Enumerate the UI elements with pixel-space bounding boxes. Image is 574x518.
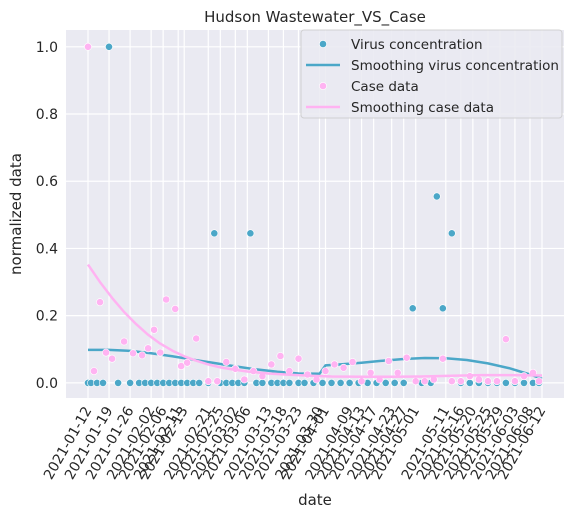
data-point xyxy=(501,335,510,344)
legend-label: Virus concentration xyxy=(351,37,483,53)
data-point xyxy=(150,325,158,334)
data-point xyxy=(294,354,303,363)
legend-label: Case data xyxy=(351,79,419,95)
data-point xyxy=(108,354,116,363)
data-point xyxy=(144,344,152,353)
legend-dot-marker xyxy=(319,40,327,48)
data-point xyxy=(120,337,128,346)
data-point xyxy=(258,378,267,387)
data-point xyxy=(300,378,309,387)
data-point xyxy=(99,378,107,387)
data-point xyxy=(465,378,474,387)
data-point xyxy=(345,378,354,387)
data-point xyxy=(535,377,543,386)
data-point xyxy=(408,304,417,313)
y-tick-label: 0.0 xyxy=(36,376,58,392)
data-point xyxy=(393,368,402,377)
y-tick-labels: 0.0 0.2 0.4 0.6 0.8 1.0 xyxy=(36,40,58,392)
data-point xyxy=(438,304,447,313)
data-point xyxy=(90,367,98,375)
data-point xyxy=(357,377,366,386)
data-point xyxy=(210,229,219,238)
data-point xyxy=(456,377,465,386)
data-point xyxy=(114,378,122,387)
data-point xyxy=(267,360,276,369)
data-point xyxy=(276,352,285,360)
legend-item: Case data xyxy=(319,79,419,95)
data-point xyxy=(384,357,393,365)
data-point xyxy=(483,377,492,386)
data-point xyxy=(411,377,420,386)
data-point xyxy=(336,378,345,387)
series-case-data xyxy=(84,42,543,386)
y-tick-label: 0.4 xyxy=(36,241,58,257)
data-point xyxy=(222,358,231,366)
data-point xyxy=(432,192,441,201)
chart-title: Hudson Wastewater_VS_Case xyxy=(204,8,426,27)
legend-item: Smoothing virus concentration xyxy=(306,58,559,74)
x-tick-labels: 2021-01-122021-01-192021-01-262021-02-02… xyxy=(41,404,550,483)
data-point xyxy=(192,334,201,343)
data-point xyxy=(213,377,222,386)
y-axis-label: normalized data xyxy=(7,153,25,275)
data-point xyxy=(492,377,501,386)
data-point xyxy=(102,348,110,357)
data-point xyxy=(402,353,411,362)
data-point xyxy=(390,378,399,387)
legend-box xyxy=(300,29,563,119)
data-point xyxy=(195,378,204,387)
data-point xyxy=(246,229,255,238)
data-point xyxy=(156,348,165,357)
data-point xyxy=(84,42,92,51)
data-point xyxy=(240,375,249,384)
data-point xyxy=(204,377,213,386)
y-tick-label: 0.6 xyxy=(36,174,58,190)
data-point xyxy=(105,42,113,51)
legend-item: Smoothing case data xyxy=(306,100,494,116)
data-point xyxy=(318,378,327,387)
y-tick-label: 0.2 xyxy=(36,309,58,325)
data-point xyxy=(438,354,447,363)
data-point xyxy=(177,362,186,370)
data-point xyxy=(348,358,357,366)
data-point xyxy=(366,368,375,377)
data-point xyxy=(447,377,456,386)
data-point xyxy=(183,358,192,367)
series-layer xyxy=(84,42,543,387)
data-point xyxy=(321,367,330,375)
data-point xyxy=(129,349,137,358)
series-line xyxy=(86,263,543,379)
legend-label: Smoothing virus concentration xyxy=(351,58,559,74)
data-point xyxy=(520,378,528,387)
x-gridlines xyxy=(87,30,543,398)
data-point xyxy=(162,295,171,304)
data-point xyxy=(339,363,348,372)
data-point xyxy=(96,298,104,307)
data-point xyxy=(138,351,146,360)
x-axis-label: date xyxy=(298,491,332,509)
data-point xyxy=(501,378,510,387)
series-smoothing-case-data xyxy=(86,263,543,379)
data-point xyxy=(399,378,408,387)
data-point xyxy=(171,304,180,313)
legend-item: Virus concentration xyxy=(319,37,483,53)
data-point xyxy=(420,377,429,386)
data-point xyxy=(511,377,519,386)
data-point xyxy=(447,229,456,238)
y-tick-label: 1.0 xyxy=(36,40,58,56)
data-point xyxy=(381,378,390,387)
data-point xyxy=(330,360,339,369)
legend-dot-marker xyxy=(319,82,327,90)
data-point xyxy=(126,378,135,387)
legend-label: Smoothing case data xyxy=(351,100,494,116)
data-point xyxy=(285,378,294,387)
y-tick-label: 0.8 xyxy=(36,107,58,123)
legend: Virus concentration Smoothing virus conce… xyxy=(300,29,563,119)
data-point xyxy=(474,375,483,384)
data-point xyxy=(327,378,336,387)
